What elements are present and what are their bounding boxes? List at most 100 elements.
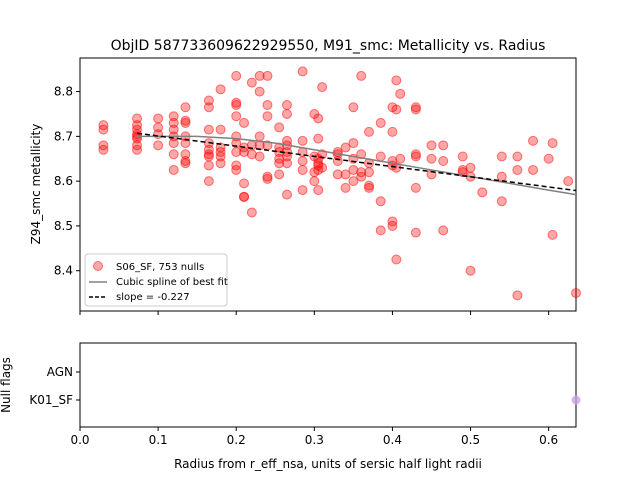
scatter-point — [297, 164, 308, 175]
scatter-point — [364, 182, 375, 193]
scatter-point — [348, 164, 359, 175]
scatter-point — [395, 153, 406, 164]
scatter-point — [547, 138, 558, 149]
scatter-point — [203, 176, 214, 187]
bottom-x-tick-label: 0.3 — [305, 433, 324, 447]
top-y-tick-label: 8.4 — [54, 264, 73, 278]
scatter-point — [180, 158, 191, 169]
bottom-y-axis-label: Null flags — [0, 357, 13, 413]
scatter-point — [215, 151, 226, 162]
scatter-point — [180, 117, 191, 128]
scatter-point — [281, 100, 292, 111]
scatter-point — [391, 75, 402, 86]
scatter-point — [340, 169, 351, 180]
scatter-point — [410, 182, 421, 193]
scatter-point — [410, 227, 421, 238]
scatter-point — [512, 290, 523, 301]
scatter-point — [465, 265, 476, 276]
scatter-point — [364, 167, 375, 178]
bottom-x-tick-label: 0.0 — [70, 433, 89, 447]
scatter-point — [168, 164, 179, 175]
scatter-point — [254, 151, 265, 162]
scatter-point — [477, 187, 488, 198]
bottom-x-tick-label: 0.1 — [149, 433, 168, 447]
scatter-point — [457, 164, 468, 175]
scatter-point — [364, 180, 375, 191]
top-y-tick-label: 8.7 — [54, 129, 73, 143]
scatter-point — [340, 142, 351, 153]
scatter-point — [215, 158, 226, 169]
legend-label-scatter: S06_SF, 753 nulls — [116, 262, 204, 273]
scatter-point — [387, 126, 398, 137]
scatter-point — [262, 171, 273, 182]
scatter-point — [348, 138, 359, 149]
scatter-point — [203, 95, 214, 106]
scatter-point — [571, 288, 581, 299]
scatter-point — [297, 66, 308, 77]
scatter-point — [317, 162, 328, 173]
scatter-point — [356, 149, 367, 160]
scatter-point — [528, 135, 539, 146]
scatter-point — [281, 189, 292, 200]
scatter-point — [180, 115, 191, 126]
scatter-point — [180, 155, 191, 166]
bottom-x-tick-label: 0.2 — [227, 433, 246, 447]
top-y-tick-label: 8.5 — [54, 219, 73, 233]
scatter-point — [231, 147, 242, 158]
bottom-panel-frame — [79, 342, 577, 428]
scatter-point — [356, 70, 367, 81]
scatter-point — [239, 178, 250, 189]
scatter-point — [364, 126, 375, 137]
scatter-point — [168, 149, 179, 160]
scatter-point — [231, 111, 242, 122]
scatter-point — [168, 117, 179, 128]
scatter-point — [375, 225, 386, 236]
scatter-point — [317, 82, 328, 93]
scatter-point — [410, 151, 421, 162]
scatter-point — [465, 162, 476, 173]
scatter-point — [239, 117, 250, 128]
legend-label-slope: slope = -0.227 — [116, 292, 190, 303]
scatter-point — [313, 133, 324, 144]
scatter-point — [231, 97, 242, 108]
scatter-point — [375, 117, 386, 128]
scatter-point — [254, 86, 265, 97]
scatter-point — [281, 158, 292, 169]
scatter-point — [395, 88, 406, 99]
scatter-point — [274, 122, 285, 133]
scatter-point — [391, 254, 402, 265]
scatter-point — [309, 176, 320, 187]
scatter-point — [543, 153, 554, 164]
scatter-point — [246, 77, 257, 88]
scatter-point — [512, 151, 523, 162]
scatter-point — [132, 144, 143, 155]
scatter-point — [254, 70, 265, 81]
spline-line — [137, 135, 577, 196]
scatter-point — [348, 176, 359, 187]
bottom-x-tick-label: 0.6 — [539, 433, 558, 447]
scatter-point — [231, 164, 242, 175]
scatter-point — [281, 151, 292, 162]
scatter-point — [375, 196, 386, 207]
null-flag-point — [571, 395, 581, 405]
scatter-point — [528, 164, 539, 175]
scatter-point — [153, 113, 164, 124]
scatter-point — [356, 171, 367, 182]
scatter-point — [297, 135, 308, 146]
legend-box — [84, 253, 228, 307]
scatter-point — [168, 138, 179, 149]
scatter-point — [426, 153, 437, 164]
scatter-point — [262, 100, 273, 111]
x-axis-label: Radius from r_eff_nsa, units of sersic h… — [174, 457, 482, 471]
scatter-point — [215, 84, 226, 95]
bottom-y-tick-label: AGN — [47, 365, 73, 379]
scatter-point — [496, 196, 507, 207]
scatter-point — [239, 191, 250, 202]
scatter-point — [438, 155, 449, 166]
scatter-point — [254, 131, 265, 142]
scatter-point — [231, 100, 242, 111]
bottom-scatter-points — [571, 395, 581, 405]
scatter-point — [168, 124, 179, 135]
scatter-point — [496, 171, 507, 182]
